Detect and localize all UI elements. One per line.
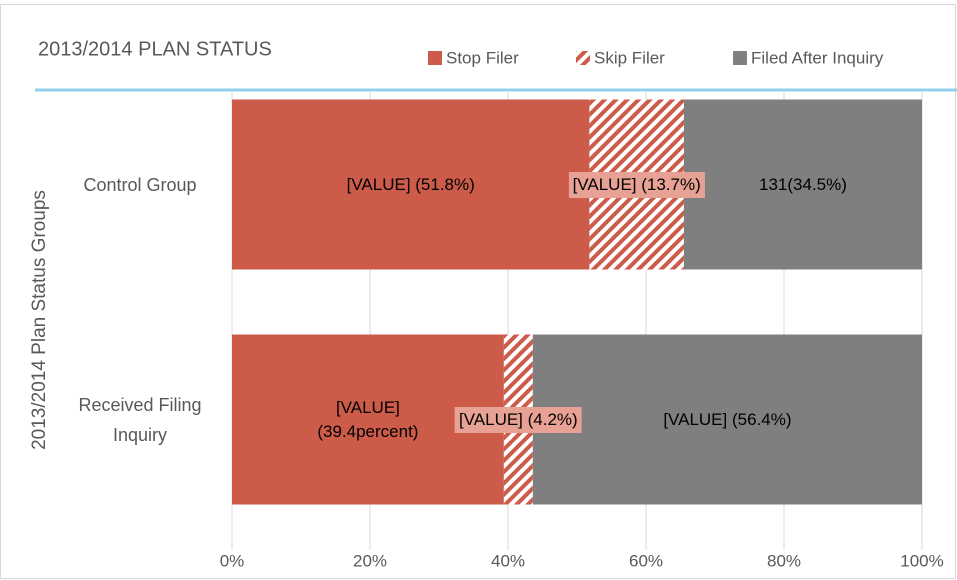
y-axis-label: 2013/2014 Plan Status Groups xyxy=(29,190,50,450)
y-tick-label: Control Group xyxy=(83,174,197,195)
legend-label: Skip Filer xyxy=(594,48,665,67)
x-tick-label: 80% xyxy=(767,551,801,570)
legend-label: Stop Filer xyxy=(446,48,519,67)
legend-label: Filed After Inquiry xyxy=(751,48,884,67)
x-tick-label: 0% xyxy=(220,551,245,570)
bar-segment xyxy=(232,99,590,270)
chart-title: 2013/2014 PLAN STATUS xyxy=(38,38,272,60)
data-label: [VALUE] (56.4%) xyxy=(663,409,792,429)
data-label: [VALUE] (51.8%) xyxy=(346,174,475,194)
x-tick-label: 40% xyxy=(491,551,525,570)
x-tick-label: 100% xyxy=(900,551,943,570)
x-tick-label: 20% xyxy=(353,551,387,570)
data-label: [VALUE] (39.4percent) xyxy=(317,397,419,441)
legend-marker xyxy=(428,51,442,65)
bar-segment xyxy=(532,334,922,505)
legend-marker xyxy=(576,51,590,65)
x-tick-label: 60% xyxy=(629,551,663,570)
data-label: 131(34.5%) xyxy=(759,174,847,194)
legend-marker xyxy=(733,51,747,65)
bar-segment xyxy=(683,99,922,270)
data-label: [VALUE] (4.2%) xyxy=(454,406,582,433)
y-tick-label: Received Filing Inquiry xyxy=(78,394,202,445)
data-label: [VALUE] (13.7%) xyxy=(568,171,705,198)
